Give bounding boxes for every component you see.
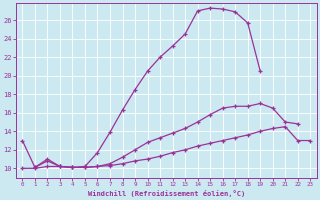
X-axis label: Windchill (Refroidissement éolien,°C): Windchill (Refroidissement éolien,°C) bbox=[88, 190, 245, 197]
